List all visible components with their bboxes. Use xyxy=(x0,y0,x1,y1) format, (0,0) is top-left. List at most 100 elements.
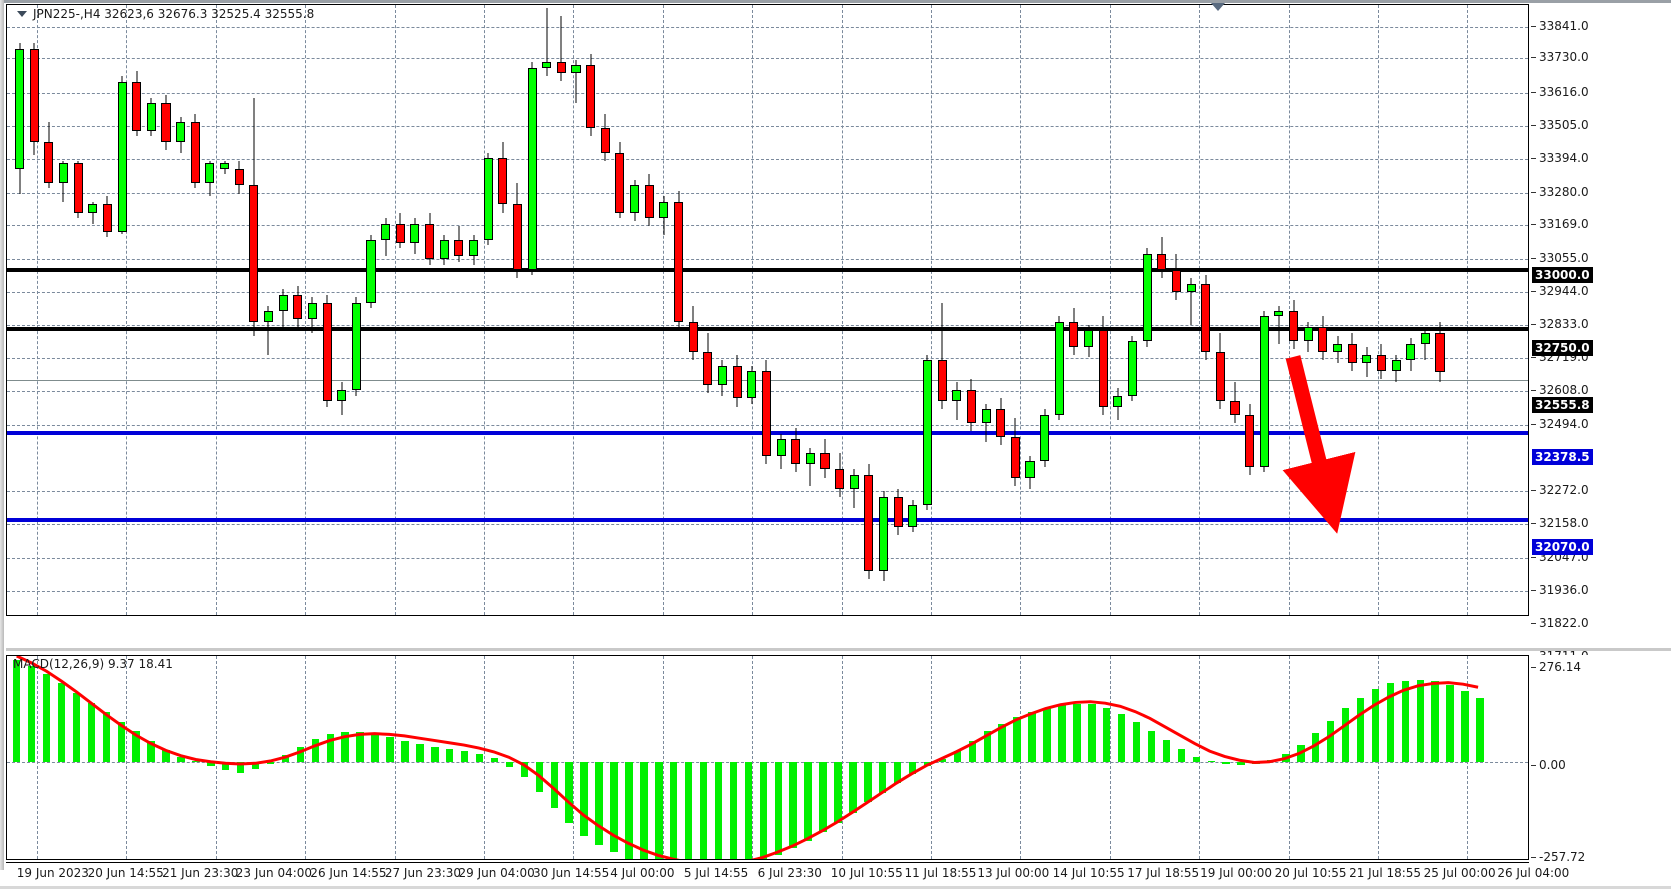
candlestick-series xyxy=(7,5,1528,615)
candle xyxy=(835,5,845,615)
chart-caption: JPN225-,H4 32623,6 32676.3 32525.4 32555… xyxy=(17,7,314,21)
candle-wick xyxy=(385,218,387,257)
candle-wick xyxy=(487,152,489,246)
time-tick: 30 Jun 14:55 xyxy=(533,866,610,880)
chevron-down-icon[interactable] xyxy=(17,11,27,17)
time-tick: 19 Jul 00:00 xyxy=(1200,866,1273,880)
candle xyxy=(1054,5,1064,615)
candle-body xyxy=(29,48,39,142)
candle xyxy=(1040,5,1050,615)
macd-caption: MACD(12,26,9) 9.37 18.41 xyxy=(13,657,173,671)
candle xyxy=(688,5,698,615)
candle xyxy=(1391,5,1401,615)
time-tick: 6 Jul 23:30 xyxy=(757,866,822,880)
gridline-v xyxy=(37,5,38,615)
macd-axis[interactable]: 276.14 0.00 -257.72 xyxy=(1531,655,1671,863)
level-line-32555-8[interactable] xyxy=(7,380,1528,381)
candle xyxy=(996,5,1006,615)
candle-wick xyxy=(238,160,240,194)
candle-body xyxy=(717,365,727,385)
gridline-v xyxy=(662,5,664,615)
candle-wick xyxy=(604,114,606,161)
candle xyxy=(1171,5,1181,615)
candle-wick xyxy=(1307,321,1309,352)
candle xyxy=(556,5,566,615)
time-tick: 13 Jul 00:00 xyxy=(977,866,1050,880)
candle-body xyxy=(1025,461,1035,478)
candle-body xyxy=(58,163,68,183)
price-tag-32070-0[interactable]: 32070.0 xyxy=(1532,539,1593,555)
candle-wick xyxy=(297,286,299,328)
candle-wick xyxy=(897,488,899,536)
candle-wick xyxy=(458,226,460,262)
candle-wick xyxy=(1249,403,1251,475)
candle-wick xyxy=(1278,305,1280,344)
window-left-scrollbar[interactable] xyxy=(0,0,4,870)
candle-body xyxy=(205,163,215,183)
candle-body xyxy=(1098,330,1108,407)
candle xyxy=(1303,5,1313,615)
candle-wick xyxy=(48,122,50,189)
level-line-32750-0[interactable] xyxy=(7,327,1528,331)
candle-body xyxy=(1274,311,1284,317)
candle-body xyxy=(366,239,376,303)
candle-body xyxy=(234,168,244,186)
time-tick: 4 Jul 00:00 xyxy=(610,866,675,880)
candle xyxy=(512,5,522,615)
candle-wick xyxy=(1424,327,1426,361)
time-tick: 21 Jun 23:30 xyxy=(162,866,239,880)
candle-body xyxy=(659,201,669,219)
candle-wick xyxy=(721,360,723,396)
candle-body xyxy=(644,185,654,219)
candle xyxy=(1376,5,1386,615)
price-tag-33000-0[interactable]: 33000.0 xyxy=(1532,267,1593,283)
candle-body xyxy=(1230,401,1240,415)
price-chart-pane[interactable]: JPN225-,H4 32623,6 32676.3 32525.4 32555… xyxy=(6,4,1529,616)
level-line-32070-0[interactable] xyxy=(7,518,1528,522)
gridline-h xyxy=(7,27,1528,28)
candle-wick xyxy=(1058,316,1060,421)
candle xyxy=(1127,5,1138,615)
candle-body xyxy=(410,223,420,243)
gridline-h xyxy=(7,391,1528,392)
level-line-32378-5[interactable] xyxy=(7,431,1528,435)
price-axis[interactable]: 33841.0 33730.0 33616.0 33505.0 33394.0 33280… xyxy=(1531,4,1671,662)
macd-pane[interactable]: MACD(12,26,9) 9.37 18.41 xyxy=(6,655,1529,860)
gridline-v xyxy=(484,5,485,615)
candle-wick xyxy=(1293,300,1295,350)
price-tag-32555-8[interactable]: 32555.8 xyxy=(1532,397,1593,413)
candle xyxy=(717,5,727,615)
price-tag-32378-5[interactable]: 32378.5 xyxy=(1532,449,1593,465)
candle-wick xyxy=(224,160,226,175)
candle xyxy=(703,5,713,615)
candle-wick xyxy=(809,447,811,486)
candle-body xyxy=(351,302,361,391)
time-axis[interactable]: 19 Jun 2023 20 Jun 14:55 21 Jun 23:30 23 Ju… xyxy=(6,862,1671,886)
candle-wick xyxy=(546,7,548,77)
triangle-down-icon[interactable] xyxy=(1211,3,1225,11)
gridline-v xyxy=(1199,5,1201,615)
gridline-v xyxy=(394,5,396,615)
candle-body xyxy=(1332,343,1343,352)
candle-body xyxy=(1215,351,1225,402)
gridline-v xyxy=(931,5,932,615)
candle-body xyxy=(703,351,713,385)
candle xyxy=(747,5,757,615)
candle-wick xyxy=(1190,278,1192,325)
pane-divider[interactable] xyxy=(6,648,1671,651)
candle-wick xyxy=(92,201,94,224)
candle xyxy=(410,5,420,615)
candle xyxy=(220,5,230,615)
candle-body xyxy=(542,62,552,68)
candle-wick xyxy=(1102,316,1104,415)
candle xyxy=(425,5,435,615)
candle-body xyxy=(73,163,83,213)
time-tick: 5 Jul 14:55 xyxy=(683,866,749,880)
candle xyxy=(776,5,786,615)
gridline-h xyxy=(7,358,1528,359)
candle-wick xyxy=(150,97,152,137)
price-tag-32750-0[interactable]: 32750.0 xyxy=(1532,340,1593,356)
candle-body xyxy=(249,185,259,322)
candle-wick xyxy=(912,499,914,533)
level-line-33000-0[interactable] xyxy=(7,268,1528,272)
